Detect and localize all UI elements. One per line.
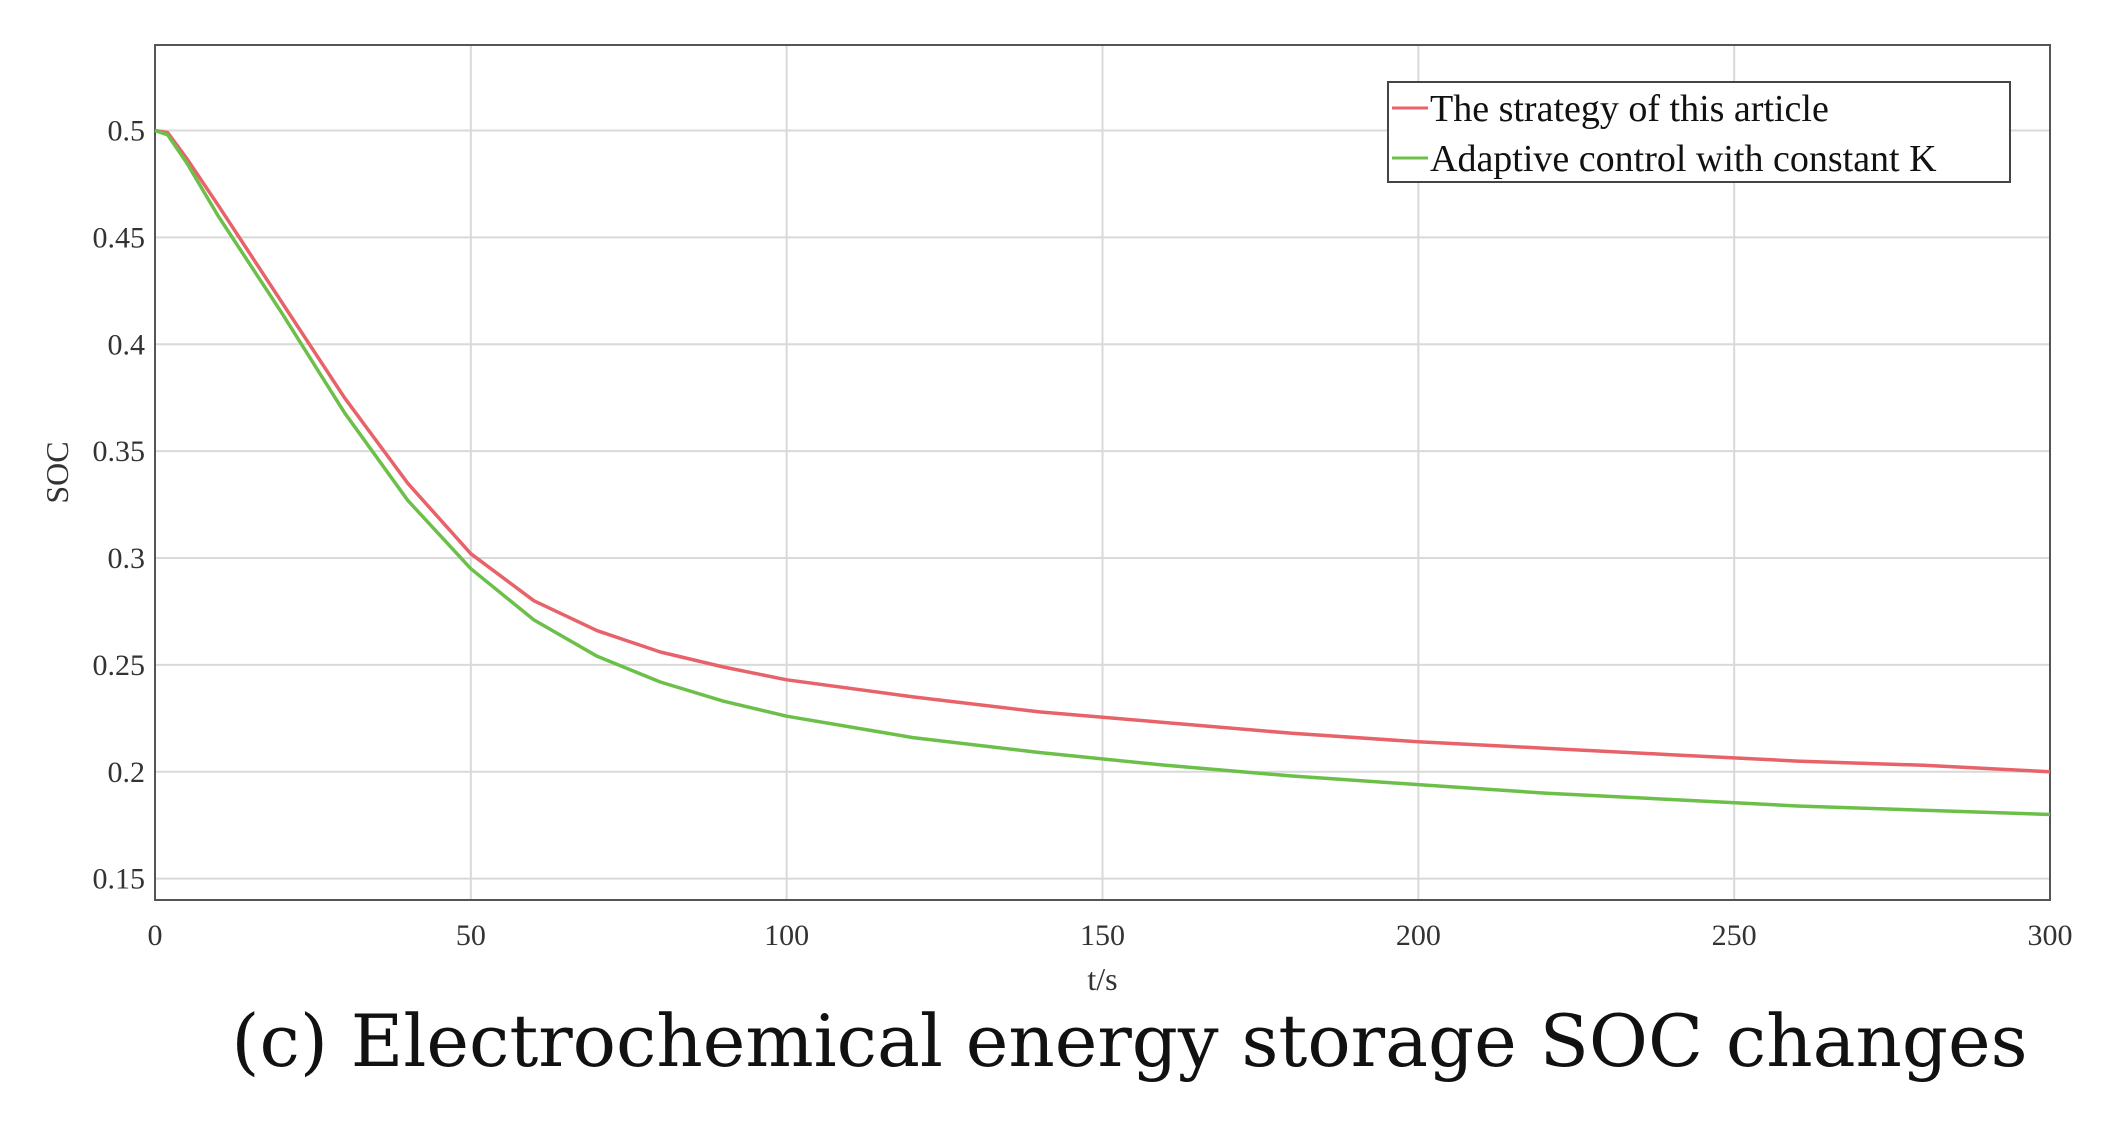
x-axis-ticks: 0 50 100 150 200 250 300 xyxy=(148,919,2073,952)
legend-box xyxy=(1387,81,2011,183)
y-tick-label: 0.15 xyxy=(93,863,146,896)
x-tick-label: 250 xyxy=(1712,919,1757,952)
y-tick-label: 0.5 xyxy=(108,115,146,148)
x-tick-label: 50 xyxy=(456,919,486,952)
y-tick-label: 0.4 xyxy=(108,328,146,361)
grid-lines xyxy=(154,45,2051,900)
y-tick-label: 0.35 xyxy=(93,435,146,468)
figure-caption: (c) Electrochemical energy storage SOC c… xyxy=(231,999,2028,1083)
x-tick-label: 150 xyxy=(1080,919,1125,952)
x-tick-label: 100 xyxy=(764,919,809,952)
x-tick-label: 300 xyxy=(2028,919,2073,952)
x-tick-label: 200 xyxy=(1396,919,1441,952)
legend-label-adaptive: Adaptive control with constant K xyxy=(1430,138,1937,180)
series-line-0 xyxy=(154,128,2051,774)
y-tick-label: 0.45 xyxy=(93,221,146,254)
y-tick-label: 0.25 xyxy=(93,649,146,682)
y-axis-ticks: 0.15 0.2 0.25 0.3 0.35 0.4 0.45 0.5 xyxy=(93,115,146,896)
y-tick-label: 0.2 xyxy=(108,756,146,789)
legend-label-strategy: The strategy of this article xyxy=(1430,88,1829,130)
y-tick-label: 0.3 xyxy=(108,542,146,575)
legend: The strategy of this article Adaptive co… xyxy=(1387,81,2011,183)
series-lines xyxy=(154,128,2051,817)
x-tick-label: 0 xyxy=(148,919,163,952)
series-line-1 xyxy=(154,128,2051,817)
plot-frame xyxy=(154,44,2051,901)
x-axis-label: t/s xyxy=(1087,961,1117,997)
soc-line-chart: 0 50 100 150 200 250 300 0.15 0.2 0.25 0.3 0.35 0.4… xyxy=(39,44,2073,997)
y-axis-label: SOC xyxy=(39,441,75,503)
